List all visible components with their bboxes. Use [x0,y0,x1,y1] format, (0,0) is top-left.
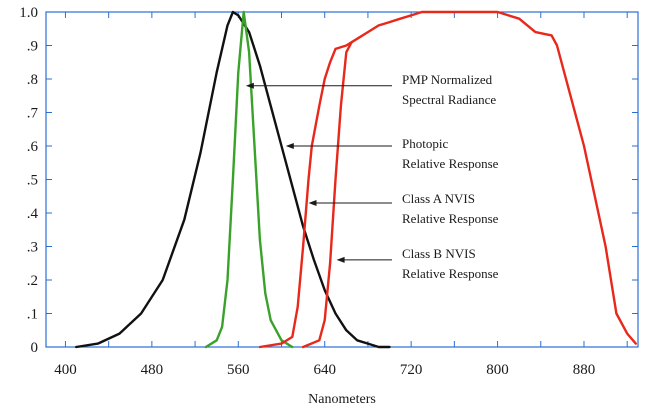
annotation-arrowhead [336,256,345,263]
y-tick-label: .3 [27,240,38,256]
annotation-label: Spectral Radiance [402,92,496,107]
x-tick-label: 880 [573,362,596,378]
series-line-class_b [301,40,353,349]
annotation-label: PMP Normalized [402,72,493,87]
series-line-pmp [204,10,294,349]
x-axis-title: Nanometers [308,392,376,407]
x-tick-label: 560 [227,362,250,378]
x-tick-label: 720 [400,362,423,378]
x-tick-label: 800 [486,362,509,378]
series-line-photopic [74,10,391,349]
y-tick-label: 0 [31,340,39,356]
annotation-arrowhead [308,199,317,206]
y-tick-label: .4 [27,206,39,222]
annotation-arrowhead [285,143,294,149]
annotation-label: Class B NVIS [402,246,476,261]
y-tick-label: .2 [27,273,38,289]
y-tick-label: .8 [27,72,38,88]
annotation-label: Class A NVIS [402,191,475,206]
y-tick-label: .7 [27,106,39,122]
y-tick-label: .9 [27,39,38,55]
annotation-label: Relative Response [402,156,499,171]
y-tick-label: .5 [27,173,38,189]
y-tick-label: .6 [27,139,39,155]
annotation-label: Relative Response [402,211,499,226]
annotation-label: Photopic [402,136,448,151]
annotation-label: Relative Response [402,266,499,281]
y-tick-label: 1.0 [19,5,38,21]
series-line-class_a [258,10,637,349]
y-tick-label: .1 [27,307,38,323]
annotation-arrowhead [245,82,254,89]
x-tick-label: 480 [141,362,164,378]
x-tick-label: 400 [54,362,77,378]
x-tick-label: 640 [313,362,336,378]
plot-frame [45,11,639,348]
